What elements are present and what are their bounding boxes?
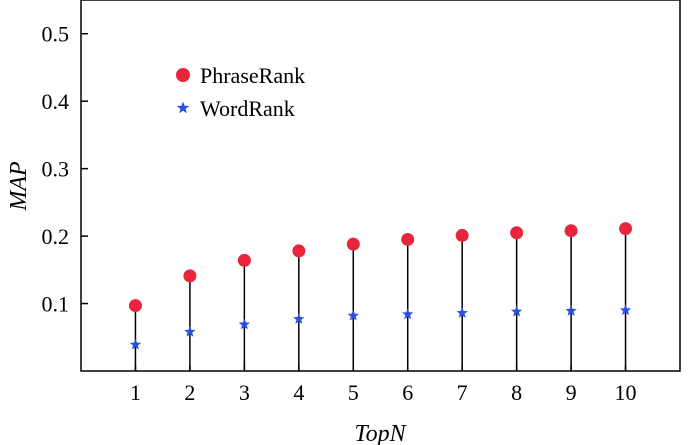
stems (134, 228, 627, 371)
phraserank-point (510, 226, 524, 240)
wordrank-point (402, 308, 414, 320)
wordrank-point (565, 304, 577, 316)
markers (128, 222, 633, 350)
plot-frame (80, 0, 681, 372)
y-tick-label: 0.1 (42, 292, 70, 317)
phraserank-point (564, 224, 578, 238)
x-tick-label: 4 (293, 380, 304, 405)
wordrank-point (510, 305, 523, 317)
y-tick-label: 0.5 (42, 22, 70, 47)
wordrank-point (456, 306, 468, 318)
y-tick-label: 0.3 (42, 157, 70, 182)
phraserank-point (237, 253, 251, 267)
legend: PhraseRank WordRank (176, 63, 305, 121)
x-axis-title: TopN (354, 421, 407, 445)
x-axis-ticks: 1 2 3 4 5 6 7 8 9 10 (130, 365, 637, 405)
x-tick-label: 9 (566, 380, 577, 405)
x-tick-label: 1 (130, 380, 141, 405)
x-tick-label: 6 (402, 380, 413, 405)
y-axis-title: MAP (6, 161, 32, 212)
wordrank-point (293, 313, 305, 324)
legend-label: PhraseRank (200, 63, 305, 88)
legend-label: WordRank (200, 96, 295, 121)
wordrank-point (129, 338, 142, 350)
x-tick-label: 2 (184, 380, 195, 405)
y-tick-label: 0.2 (42, 224, 70, 249)
x-tick-label: 10 (615, 380, 637, 405)
wordrank-point (347, 309, 359, 321)
phraserank-point (292, 244, 306, 258)
y-axis-ticks: 0.1 0.2 0.3 0.4 0.5 (42, 22, 88, 317)
x-tick-label: 8 (511, 380, 522, 405)
phraserank-point (401, 232, 415, 246)
legend-marker-wordrank (176, 101, 190, 114)
y-tick-label: 0.4 (42, 89, 70, 114)
wordrank-point (619, 304, 632, 316)
phraserank-point (128, 299, 142, 313)
x-tick-label: 3 (239, 380, 250, 405)
wordrank-point (184, 325, 196, 337)
phraserank-point (346, 237, 360, 251)
phraserank-point (619, 222, 633, 236)
phraserank-point (183, 269, 197, 283)
legend-marker-phraserank (176, 68, 190, 82)
phraserank-point (455, 228, 469, 242)
wordrank-point (238, 318, 251, 330)
x-tick-label: 7 (457, 380, 468, 405)
x-tick-label: 5 (348, 380, 359, 405)
